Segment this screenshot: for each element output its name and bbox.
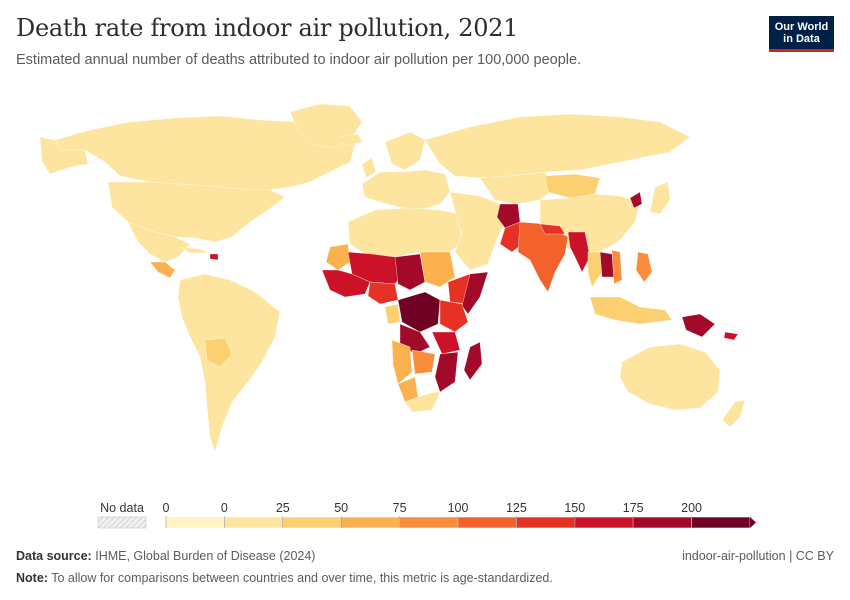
legend-no-data-label: No data xyxy=(100,501,144,515)
legend-tick-label: 125 xyxy=(506,501,527,515)
legend-swatch xyxy=(691,516,751,529)
region-europe[interactable] xyxy=(361,169,451,211)
region-cuba[interactable] xyxy=(179,246,209,254)
legend-swatch xyxy=(516,516,576,529)
region-bolivia[interactable] xyxy=(204,337,233,368)
region-mauritania[interactable] xyxy=(325,243,351,271)
legend-tick-label: 50 xyxy=(334,501,348,515)
region-japan[interactable] xyxy=(649,181,671,215)
legend-tick-label: 75 xyxy=(393,501,407,515)
data-source: Data source: IHME, Global Burden of Dise… xyxy=(16,549,315,563)
region-mozambique[interactable] xyxy=(434,351,459,393)
chart-slug-license[interactable]: indoor-air-pollution | CC BY xyxy=(682,549,834,563)
region-somalia[interactable] xyxy=(461,271,489,315)
region-middle-east[interactable] xyxy=(449,191,506,271)
region-tanzania[interactable] xyxy=(431,331,461,355)
region-solomon-islands[interactable] xyxy=(723,331,739,341)
region-russia[interactable] xyxy=(424,113,691,179)
legend-swatch xyxy=(632,516,692,529)
region-philippines[interactable] xyxy=(635,251,653,283)
region-gabon[interactable] xyxy=(384,303,401,325)
legend-tick-label: 100 xyxy=(448,501,469,515)
data-source-text: IHME, Global Burden of Disease (2024) xyxy=(95,549,316,563)
region-west-africa[interactable] xyxy=(321,269,371,298)
region-southern-africa[interactable] xyxy=(404,391,441,413)
region-canada[interactable] xyxy=(54,115,356,191)
region-scandinavia[interactable] xyxy=(384,131,426,171)
legend-arrow xyxy=(750,517,756,528)
region-myanmar[interactable] xyxy=(567,231,591,273)
chart-subtitle: Estimated annual number of deaths attrib… xyxy=(16,52,582,68)
region-madagascar[interactable] xyxy=(463,341,483,381)
region-vietnam[interactable] xyxy=(611,249,623,285)
legend-swatch xyxy=(165,516,225,529)
legend-tick-label: 150 xyxy=(564,501,585,515)
chart-note: Note: To allow for comparisons between c… xyxy=(16,571,553,585)
region-north-korea[interactable] xyxy=(629,191,643,209)
region-zambia[interactable] xyxy=(411,349,436,375)
region-central-asia[interactable] xyxy=(479,171,556,205)
region-thailand[interactable] xyxy=(587,251,603,288)
region-indonesia[interactable] xyxy=(589,296,673,325)
region-south-america[interactable] xyxy=(177,273,281,453)
region-central-africa[interactable] xyxy=(397,291,441,333)
legend-no-data-swatch xyxy=(97,516,147,529)
region-north-africa[interactable] xyxy=(347,207,463,258)
legend-tick-label: 0 xyxy=(163,501,170,515)
region-papua-new-guinea[interactable] xyxy=(681,313,716,338)
legend-swatch xyxy=(224,516,284,529)
region-iceland[interactable] xyxy=(339,133,363,147)
region-uk[interactable] xyxy=(361,157,377,179)
legend-swatch xyxy=(399,516,459,529)
region-australia[interactable] xyxy=(619,343,721,411)
color-legend: No data 0 0 25 50 75 100 125 150 175 200 xyxy=(97,501,756,529)
world-map xyxy=(39,103,746,453)
legend-tick-label: 25 xyxy=(276,501,290,515)
legend-swatch xyxy=(457,516,517,529)
legend-swatch xyxy=(282,516,342,529)
region-alaska[interactable] xyxy=(39,136,89,175)
legend-swatch xyxy=(340,516,400,529)
legend-swatch xyxy=(574,516,634,529)
region-sudan[interactable] xyxy=(419,251,456,288)
legend-tick-label: 0 xyxy=(221,501,228,515)
data-source-label: Data source: xyxy=(16,549,92,563)
region-nigeria[interactable] xyxy=(367,281,399,305)
logo-line-2: in Data xyxy=(783,33,820,45)
owid-logo[interactable]: Our World in Data xyxy=(769,16,834,52)
logo-line-1: Our World xyxy=(774,21,829,33)
legend-tick-label: 175 xyxy=(623,501,644,515)
region-east-africa[interactable] xyxy=(439,299,469,333)
region-angola[interactable] xyxy=(391,339,413,385)
region-central-america[interactable] xyxy=(149,261,176,279)
region-haiti[interactable] xyxy=(209,253,219,261)
note-label: Note: xyxy=(16,571,48,585)
chart-title: Death rate from indoor air pollution, 20… xyxy=(16,14,519,42)
region-new-zealand[interactable] xyxy=(721,399,746,428)
region-mexico[interactable] xyxy=(127,221,191,263)
note-text: To allow for comparisons between countri… xyxy=(51,571,553,585)
region-chad[interactable] xyxy=(394,253,426,291)
region-laos-cambodia[interactable] xyxy=(599,251,615,278)
legend-tick-label: 200 xyxy=(681,501,702,515)
region-nepal[interactable] xyxy=(539,223,566,235)
